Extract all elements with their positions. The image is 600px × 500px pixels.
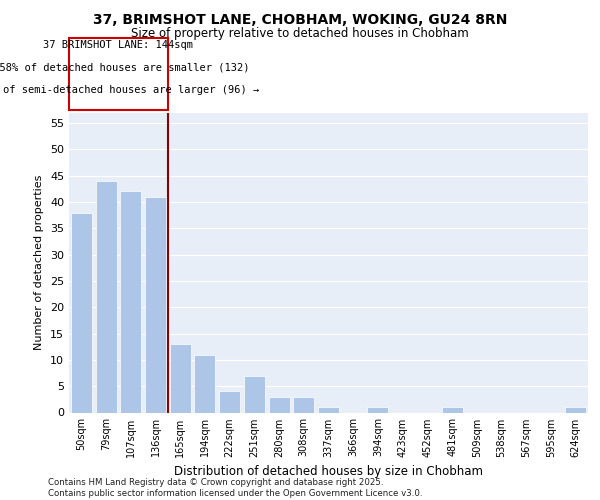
Y-axis label: Number of detached properties: Number of detached properties <box>34 175 44 350</box>
Bar <box>318 407 339 412</box>
Text: ← 58% of detached houses are smaller (132): ← 58% of detached houses are smaller (13… <box>0 62 250 72</box>
Text: Contains HM Land Registry data © Crown copyright and database right 2025.
Contai: Contains HM Land Registry data © Crown c… <box>48 478 422 498</box>
Bar <box>565 407 586 412</box>
Bar <box>71 212 92 412</box>
Text: 37, BRIMSHOT LANE, CHOBHAM, WOKING, GU24 8RN: 37, BRIMSHOT LANE, CHOBHAM, WOKING, GU24… <box>93 12 507 26</box>
Bar <box>269 396 290 412</box>
Text: 42% of semi-detached houses are larger (96) →: 42% of semi-detached houses are larger (… <box>0 86 259 96</box>
Text: 37 BRIMSHOT LANE: 144sqm: 37 BRIMSHOT LANE: 144sqm <box>43 40 193 50</box>
Bar <box>95 181 116 412</box>
Bar <box>194 354 215 412</box>
Bar <box>442 407 463 412</box>
Bar <box>120 192 141 412</box>
Bar <box>367 407 388 412</box>
Bar <box>244 376 265 412</box>
Bar <box>145 196 166 412</box>
X-axis label: Distribution of detached houses by size in Chobham: Distribution of detached houses by size … <box>174 465 483 478</box>
Bar <box>219 392 240 412</box>
Bar <box>170 344 191 412</box>
Text: Size of property relative to detached houses in Chobham: Size of property relative to detached ho… <box>131 28 469 40</box>
Bar <box>293 396 314 412</box>
